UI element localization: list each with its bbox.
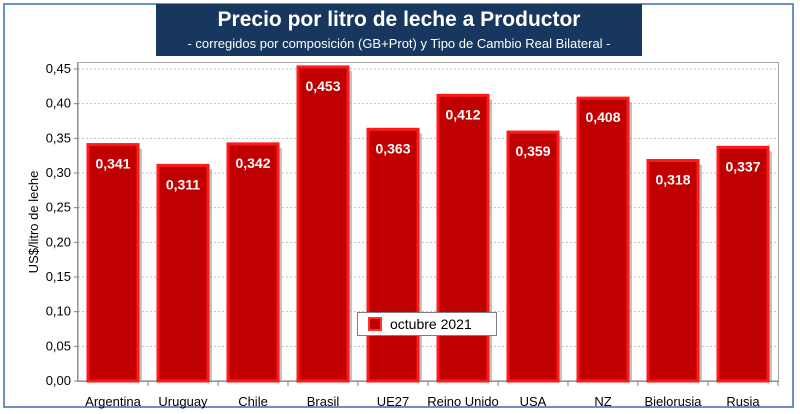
x-tick-label: Argentina (85, 394, 141, 409)
bar (716, 145, 770, 383)
chart-subtitle: - corregidos por composición (GB+Prot) y… (187, 36, 611, 51)
data-label: 0,342 (235, 155, 270, 171)
chart-title: Precio por litro de leche a Productor (217, 8, 581, 31)
legend: octubre 2021 (357, 312, 497, 336)
y-tick-label: 0,05 (46, 338, 71, 353)
bar (86, 143, 140, 383)
x-tick-label: Bielorusia (644, 394, 702, 409)
y-tick-label: 0,40 (46, 96, 71, 111)
data-label: 0,311 (166, 176, 200, 192)
chart-title-box: Precio por litro de leche a Productor - … (156, 4, 642, 56)
legend-swatch (368, 317, 382, 331)
y-tick-label: 0,10 (46, 304, 71, 319)
x-tick-label: NZ (594, 394, 611, 409)
bar (436, 93, 490, 383)
data-label: 0,337 (725, 158, 760, 174)
y-tick-label: 0,20 (46, 234, 71, 249)
x-tick-label: Chile (238, 394, 268, 409)
y-tick-label: 0,15 (46, 269, 71, 284)
data-label: 0,363 (375, 140, 410, 156)
bar (646, 159, 700, 383)
data-label: 0,412 (445, 106, 480, 122)
x-tick-label: Brasil (307, 394, 340, 409)
y-tick-label: 0,25 (46, 200, 71, 215)
legend-label: octubre 2021 (390, 316, 472, 332)
bar (576, 96, 630, 383)
bar (366, 127, 420, 383)
bar (506, 130, 560, 383)
y-tick-label: 0,35 (46, 130, 71, 145)
data-label: 0,318 (655, 172, 690, 188)
x-tick-label: Reino Unido (427, 394, 499, 409)
data-label: 0,408 (585, 109, 620, 125)
x-tick-label: Uruguay (158, 394, 208, 409)
data-label: 0,359 (515, 143, 550, 159)
y-tick-label: 0,30 (46, 165, 71, 180)
bar (226, 142, 280, 383)
y-tick-label: 0,45 (46, 61, 71, 76)
bar (296, 65, 350, 383)
x-tick-label: USA (520, 394, 547, 409)
data-label: 0,341 (95, 156, 130, 172)
y-tick-label: 0,00 (46, 373, 71, 388)
x-tick-label: UE27 (377, 394, 410, 409)
x-tick-label: Rusia (726, 394, 760, 409)
data-label: 0,453 (305, 78, 340, 94)
bar (156, 163, 210, 383)
